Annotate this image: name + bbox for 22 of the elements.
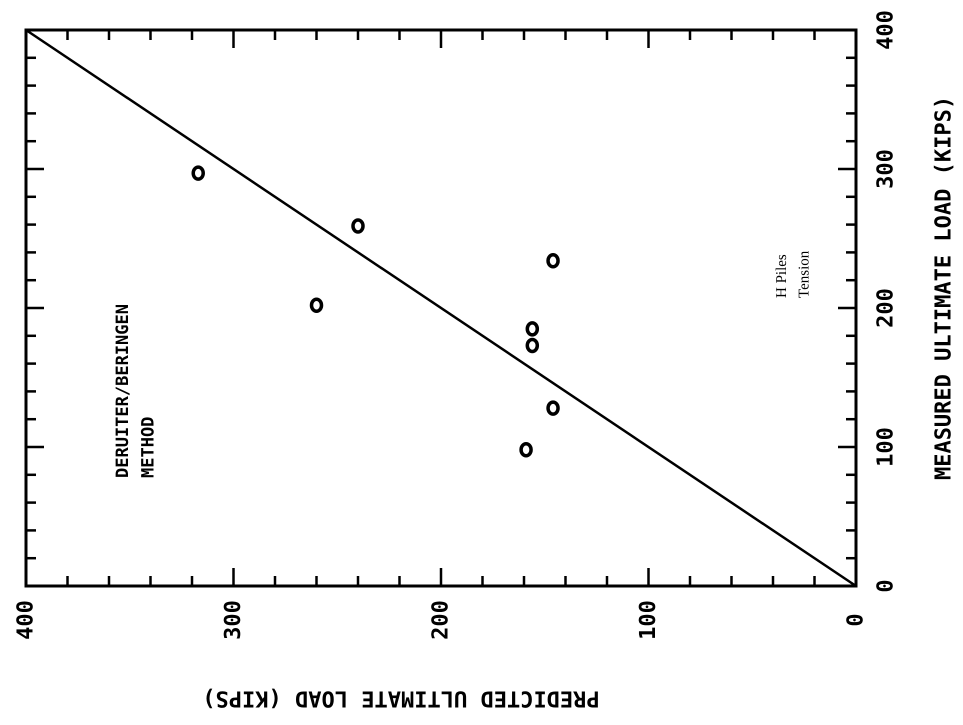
point (526, 321, 540, 337)
y-tick-label: 300 (874, 149, 898, 189)
point (546, 252, 560, 268)
x-axis-title: PREDICTED ULTIMATE LOAD (KIPS) (202, 686, 600, 710)
y-tick-label: 400 (874, 10, 898, 50)
y-tick-label: 100 (874, 427, 898, 467)
y-axis-title: MEASURED ULTIMATE LOAD (KIPS) (932, 96, 956, 480)
point (546, 400, 560, 416)
point (310, 297, 324, 313)
annotation: DERUITER/BERINGEN METHOD (113, 304, 158, 478)
point (351, 218, 365, 234)
x-tick-label: 300 (221, 600, 246, 640)
x-tick-label: 0 (844, 613, 868, 627)
y-tick-label: 200 (874, 288, 898, 328)
point (526, 338, 540, 354)
x-tick-label: 200 (428, 600, 454, 640)
annotation: H Piles Tension (774, 250, 812, 298)
x-tick-label: 100 (636, 600, 661, 640)
point (191, 165, 205, 181)
y-tick-label: 0 (874, 579, 898, 593)
x-tick-label: 400 (14, 600, 38, 640)
point (519, 442, 533, 458)
